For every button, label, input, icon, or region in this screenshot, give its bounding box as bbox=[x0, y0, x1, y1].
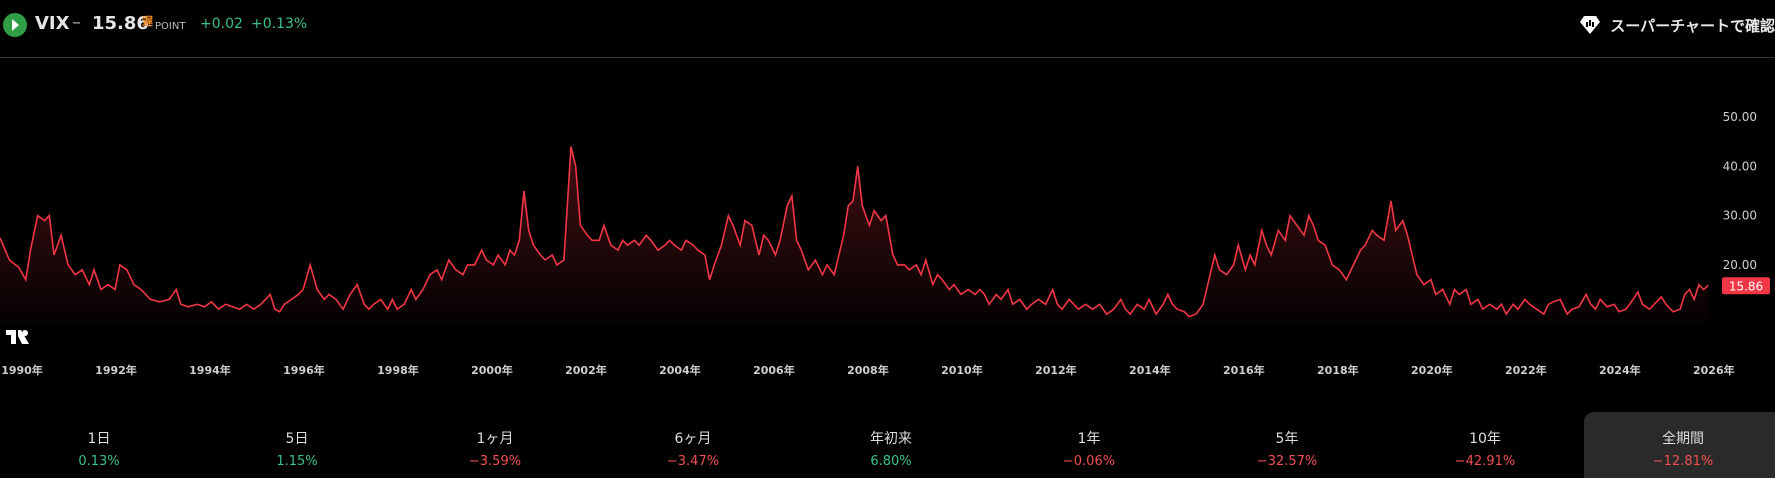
x-tick-label: 2012年 bbox=[1035, 363, 1077, 377]
perf-tab-2[interactable]: 1ヶ月 −3.59% bbox=[396, 412, 594, 478]
x-tick-label: 2010年 bbox=[941, 363, 983, 377]
perf-tab-6[interactable]: 5年 −32.57% bbox=[1188, 412, 1386, 478]
x-tick-label: 2000年 bbox=[471, 363, 513, 377]
last-value-marker bbox=[1722, 277, 1770, 295]
y-tick-label: 50.00 bbox=[1723, 110, 1757, 124]
price-change: +0.02 bbox=[200, 16, 243, 32]
price-chart[interactable]: 20.00 30.00 40.00 50.00 1990年 1992年 1994年 1996… bbox=[0, 58, 1775, 380]
x-tick-label: 2006年 bbox=[753, 363, 795, 377]
perf-label: 1年 bbox=[1077, 431, 1101, 447]
perf-label: 1ヶ月 bbox=[476, 431, 514, 447]
y-tick-label: 20.00 bbox=[1723, 258, 1757, 272]
x-tick-label: 2014年 bbox=[1129, 363, 1171, 377]
x-tick-label: 1996年 bbox=[283, 363, 325, 377]
perf-tab-1[interactable]: 5日 1.15% bbox=[198, 412, 396, 478]
x-tick-label: 2002年 bbox=[565, 363, 607, 377]
x-tick-label: 2008年 bbox=[847, 363, 889, 377]
perf-label: 全期間 bbox=[1662, 431, 1704, 447]
perf-label: 年初来 bbox=[870, 431, 912, 447]
perf-tab-4[interactable]: 年初来 6.80% bbox=[792, 412, 990, 478]
x-tick-label: 2016年 bbox=[1223, 363, 1265, 377]
x-tick-label: 2022年 bbox=[1505, 363, 1547, 377]
perf-value: −0.06% bbox=[1062, 454, 1116, 469]
y-tick-label: 30.00 bbox=[1723, 209, 1757, 223]
delay-badge: 遅 bbox=[142, 15, 153, 28]
perf-value: −3.47% bbox=[666, 454, 720, 469]
x-tick-label: 2004年 bbox=[659, 363, 701, 377]
perf-value: −32.57% bbox=[1256, 454, 1318, 469]
price-change-pct: +0.13% bbox=[251, 16, 308, 32]
perf-tab-3[interactable]: 6ヶ月 −3.47% bbox=[594, 412, 792, 478]
perf-tab-7[interactable]: 10年 −42.91% bbox=[1386, 412, 1584, 478]
symbol-name[interactable]: VIX bbox=[35, 13, 70, 34]
perf-label: 1日 bbox=[87, 431, 111, 447]
y-tick-label: 40.00 bbox=[1723, 159, 1757, 173]
perf-label: 6ヶ月 bbox=[674, 431, 712, 447]
perf-value: −12.81% bbox=[1652, 454, 1714, 469]
perf-tab-5[interactable]: 1年 −0.06% bbox=[990, 412, 1188, 478]
super-chart-label: スーパーチャートで確認 bbox=[1610, 16, 1775, 35]
x-tick-label: 2018年 bbox=[1317, 363, 1359, 377]
perf-tab-8[interactable]: 全期間 −12.81% bbox=[1584, 412, 1775, 478]
price-area bbox=[0, 146, 1709, 324]
perf-label: 10年 bbox=[1469, 431, 1501, 447]
super-chart-button[interactable]: スーパーチャートで確認 bbox=[1578, 13, 1775, 37]
perf-value: 0.13% bbox=[78, 454, 120, 469]
perf-label: 5年 bbox=[1275, 431, 1299, 447]
x-tick-label: 1990年 bbox=[1, 363, 43, 377]
perf-label: 5日 bbox=[285, 431, 309, 447]
x-tick-label: 1994年 bbox=[189, 363, 231, 377]
tradingview-logo bbox=[6, 330, 29, 344]
x-tick-label: 2026年 bbox=[1693, 363, 1735, 377]
performance-bar: 1日 0.13% 5日 1.15% 1ヶ月 −3.59% 6ヶ月 −3.47% 年初来 6.80%… bbox=[0, 412, 1775, 478]
last-price: 15.86 bbox=[92, 13, 149, 34]
symbol-header: VIX – 15.86 遅 POINT +0.02 +0.13% スーパーチャー… bbox=[0, 0, 1775, 58]
perf-value: −42.91% bbox=[1454, 454, 1516, 469]
x-tick-label: 2024年 bbox=[1599, 363, 1641, 377]
last-value-label: 15.86 bbox=[1729, 279, 1763, 293]
perf-value: 6.80% bbox=[870, 454, 912, 469]
play-arrow-icon[interactable] bbox=[3, 13, 27, 37]
x-tick-label: 1992年 bbox=[95, 363, 137, 377]
price-line bbox=[0, 146, 1709, 318]
x-tick-label: 2020年 bbox=[1411, 363, 1453, 377]
perf-tab-0[interactable]: 1日 0.13% bbox=[0, 412, 198, 478]
diamond-chart-icon bbox=[1580, 16, 1601, 34]
perf-value: 1.15% bbox=[276, 454, 318, 469]
perf-value: −3.59% bbox=[468, 454, 522, 469]
price-unit: POINT bbox=[155, 21, 186, 32]
symbol-dash: – bbox=[72, 12, 81, 33]
x-tick-label: 1998年 bbox=[377, 363, 419, 377]
